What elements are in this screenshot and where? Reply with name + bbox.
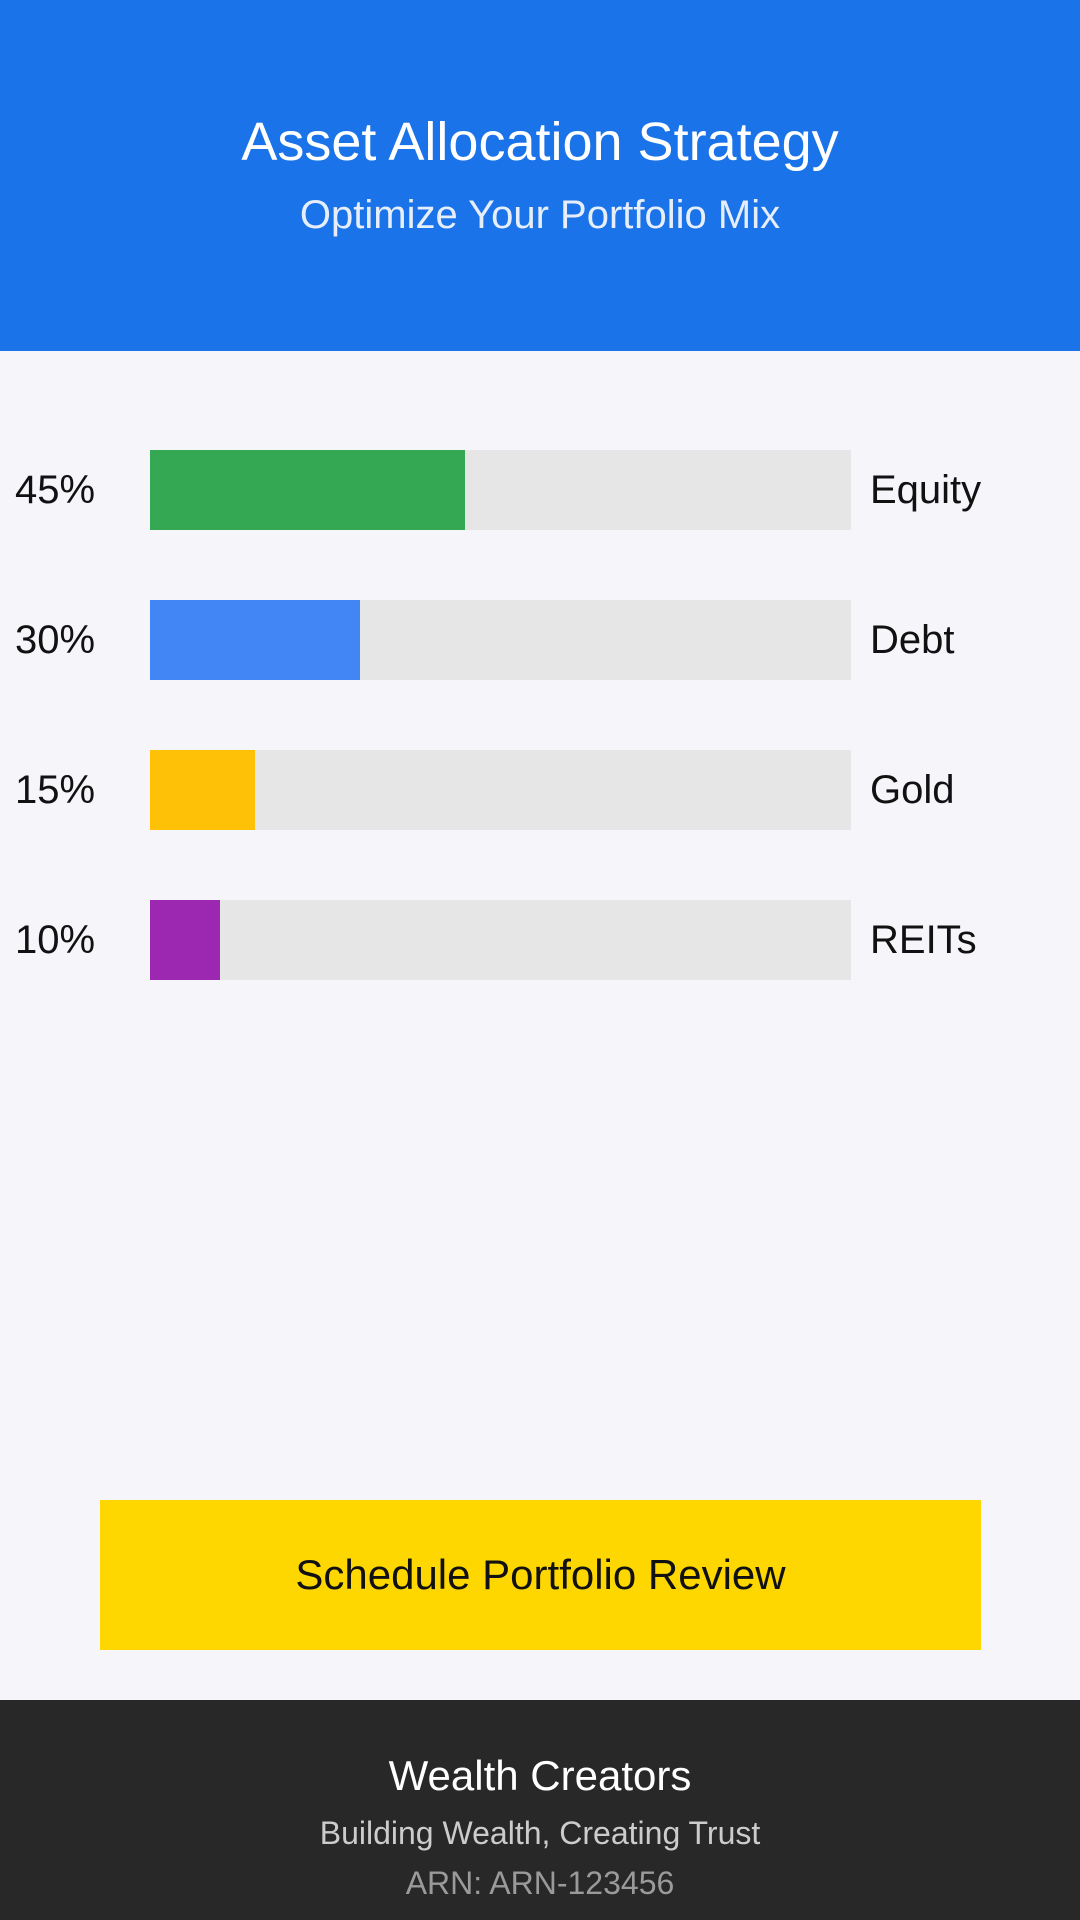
bar-row-reits: 10% REITs xyxy=(0,900,1080,980)
footer: Wealth Creators Building Wealth, Creatin… xyxy=(0,1700,1080,1920)
page-subtitle: Optimize Your Portfolio Mix xyxy=(299,193,781,237)
footer-arn: ARN: ARN-123456 xyxy=(405,1865,675,1901)
bar-debt xyxy=(150,600,360,680)
header: Asset Allocation Strategy Optimize Your … xyxy=(0,0,1080,351)
bar-track xyxy=(150,750,851,830)
page-title: Asset Allocation Strategy xyxy=(241,112,839,172)
footer-brand: Wealth Creators xyxy=(388,1752,692,1799)
bar-row-debt: 30% Debt xyxy=(0,600,1080,680)
bar-row-equity: 45% Equity xyxy=(0,450,1080,530)
bar-value-label: 45% xyxy=(15,468,96,512)
bar-reits xyxy=(150,900,220,980)
bar-gold xyxy=(150,750,255,830)
bar-category-label: Debt xyxy=(870,618,955,662)
bar-track xyxy=(150,450,851,530)
bar-category-label: Gold xyxy=(870,768,955,812)
bar-value-label: 30% xyxy=(15,618,96,662)
bar-track xyxy=(150,600,851,680)
allocation-chart: 45% Equity 30% Debt 15% Gold 10% REITs xyxy=(0,351,1080,1451)
bar-category-label: Equity xyxy=(870,468,982,512)
bar-value-label: 15% xyxy=(15,768,96,812)
bar-equity xyxy=(150,450,465,530)
bar-row-gold: 15% Gold xyxy=(0,750,1080,830)
bar-value-label: 10% xyxy=(15,918,96,962)
bar-category-label: REITs xyxy=(870,918,977,962)
footer-tagline: Building Wealth, Creating Trust xyxy=(319,1815,761,1851)
schedule-review-button[interactable]: Schedule Portfolio Review xyxy=(100,1500,981,1650)
bar-track xyxy=(150,900,851,980)
